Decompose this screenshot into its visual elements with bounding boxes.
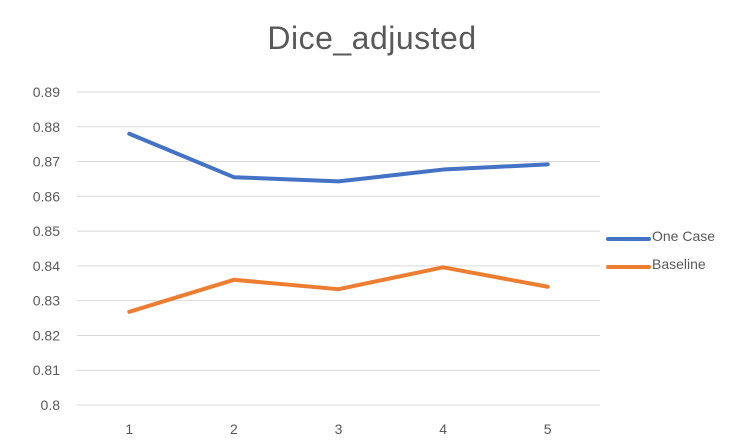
y-tick-label: 0.83	[33, 293, 60, 309]
legend-label-one-case: One Case	[652, 228, 716, 244]
y-tick-label: 0.82	[33, 327, 60, 343]
y-tick-label: 0.85	[33, 223, 60, 239]
gridlines	[77, 91, 600, 406]
series-line-one-case	[127, 131, 550, 184]
legend-swatch-baseline	[606, 265, 651, 269]
legend-label-baseline: Baseline	[652, 256, 706, 272]
y-tick-label: 0.88	[33, 119, 60, 135]
x-tick-label: 3	[335, 421, 343, 437]
x-tick-label: 1	[125, 421, 133, 437]
x-tick-label: 2	[230, 421, 238, 437]
y-tick-labels: 0.8 0.81 0.82 0.83 0.84 0.85 0.86 0.87 0.88 0.89	[33, 84, 60, 413]
chart-title: Dice_adjusted	[267, 20, 477, 56]
legend-swatch-one-case	[606, 237, 651, 241]
y-tick-label: 0.87	[33, 154, 60, 170]
x-tick-labels: 1 2 3 4 5	[125, 421, 551, 437]
x-tick-label: 4	[439, 421, 447, 437]
y-tick-label: 0.89	[33, 84, 60, 100]
series-line-baseline	[127, 265, 550, 314]
y-tick-label: 0.86	[33, 188, 60, 204]
series-lines	[127, 131, 550, 314]
y-tick-label: 0.81	[33, 362, 60, 378]
y-tick-label: 0.8	[41, 397, 61, 413]
x-tick-label: 5	[544, 421, 552, 437]
y-tick-label: 0.84	[33, 258, 60, 274]
